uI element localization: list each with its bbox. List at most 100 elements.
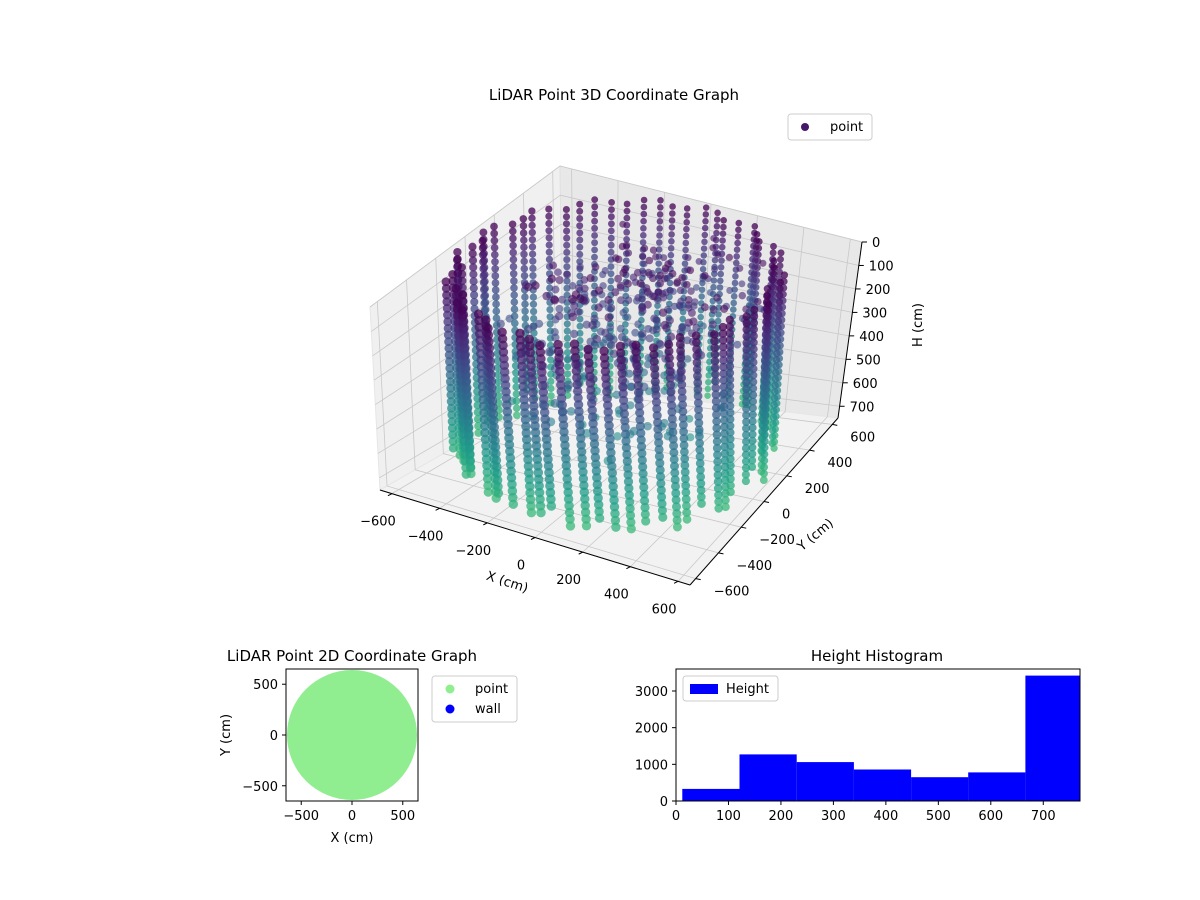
point-3d [775, 291, 784, 300]
tick-label-z-3d-1: 100 [869, 259, 894, 274]
point-3d [760, 456, 769, 465]
point-3d [622, 257, 630, 265]
point-3d [762, 378, 771, 387]
point-3d [609, 349, 619, 359]
point-3d [623, 463, 633, 473]
point-3d [718, 329, 728, 338]
point-3d [639, 489, 649, 499]
point-3d [649, 350, 659, 360]
point-3d [553, 346, 564, 357]
point-3d [771, 381, 779, 390]
point-3d [463, 423, 474, 434]
point-3d [653, 431, 663, 441]
point-3d [464, 430, 474, 440]
point-3d [564, 380, 573, 390]
point-3d [524, 474, 534, 485]
tick-y-3d-4 [786, 475, 792, 478]
point-3d [704, 385, 712, 393]
point-3d [657, 499, 667, 509]
point-3d [626, 517, 636, 527]
point-3d [734, 233, 742, 240]
point-3d [545, 248, 553, 256]
point-3d [590, 314, 599, 323]
point-3d [668, 217, 676, 224]
point-3d [529, 300, 538, 308]
point-3d [755, 244, 763, 252]
point-3d [657, 197, 664, 204]
point-3d [748, 443, 757, 452]
point-3d [576, 263, 584, 271]
point-3d [490, 236, 499, 245]
point-3d [601, 380, 611, 390]
point-3d [570, 301, 579, 310]
point-3d [754, 251, 762, 259]
point-3d [563, 270, 571, 279]
point-3d [738, 280, 746, 288]
point-3d [748, 410, 757, 419]
point-3d [717, 270, 725, 278]
point-3d [632, 367, 642, 377]
point-3d [713, 457, 722, 466]
tick-label-z-3d-5: 500 [856, 353, 881, 368]
point-3d [458, 318, 468, 328]
point-3d [654, 302, 661, 309]
point-3d [464, 436, 474, 447]
point-3d [575, 426, 585, 437]
point-3d [607, 277, 615, 285]
point-3d [639, 231, 647, 239]
point-3d [453, 247, 462, 257]
point-3d [771, 375, 780, 383]
point-3d [586, 392, 596, 402]
tick-label-y-hist-3: 3000 [635, 685, 668, 700]
point-3d [741, 444, 751, 453]
point-3d [580, 500, 590, 511]
point-3d [713, 293, 721, 302]
point-3d [654, 288, 663, 297]
point-3d [748, 417, 757, 426]
point-3d [650, 377, 660, 387]
point-3d [768, 439, 776, 448]
point-3d [481, 447, 491, 458]
point-3d [585, 378, 596, 388]
point-3d [721, 502, 730, 512]
point-3d [545, 227, 553, 235]
tick-label-x-3d-5: 400 [604, 588, 629, 603]
point-3d [522, 448, 533, 458]
point-3d [563, 241, 571, 249]
point-3d [693, 385, 703, 394]
tick-label-x-hist-6: 600 [978, 809, 1003, 824]
point-3d [678, 413, 688, 423]
tick-label-x-2d-1: 0 [348, 809, 356, 824]
point-3d [725, 328, 734, 338]
point-3d [508, 499, 519, 509]
point-3d [458, 290, 468, 300]
point-3d [742, 325, 751, 334]
point-3d [526, 508, 537, 518]
point-3d [589, 432, 599, 442]
tick-label-y-3d-4: 200 [805, 482, 830, 497]
point-3d [591, 466, 602, 476]
point-3d [490, 250, 499, 259]
point-3d [563, 494, 574, 504]
point-3d [563, 284, 571, 292]
point-3d [717, 263, 725, 271]
point-3d [607, 468, 617, 478]
point-3d [601, 373, 611, 383]
point-3d [521, 421, 531, 431]
point-3d [607, 270, 615, 278]
point-3d [618, 333, 627, 342]
point-3d [777, 249, 785, 257]
point-3d [545, 234, 553, 242]
point-3d [610, 508, 620, 519]
grid-y-6 [552, 171, 833, 425]
point-3d [725, 368, 735, 378]
point-3d [668, 224, 676, 231]
point-3d [711, 376, 720, 386]
point-3d [715, 311, 722, 318]
point-3d [719, 369, 728, 378]
tick-y-3d-0 [695, 578, 701, 581]
point-3d [510, 277, 518, 285]
point-3d [578, 467, 588, 477]
point-3d [761, 411, 770, 419]
tick-y-3d-5 [809, 449, 815, 452]
